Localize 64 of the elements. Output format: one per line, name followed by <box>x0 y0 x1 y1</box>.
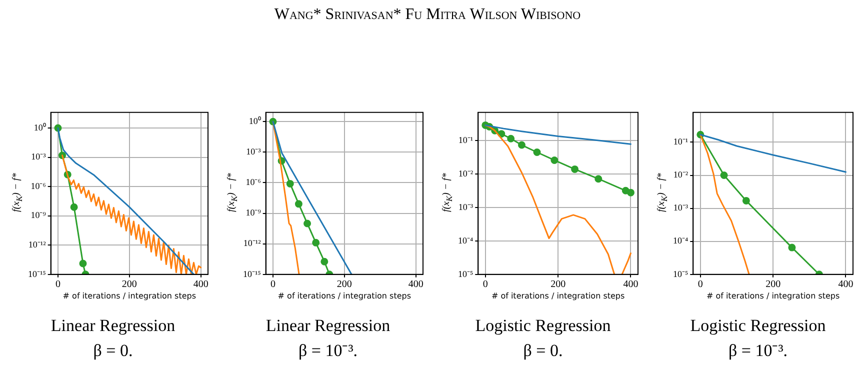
point <box>320 258 328 266</box>
x-tick-label: 0 <box>270 279 276 290</box>
x-tick-label: 200 <box>550 279 566 290</box>
y-tick-label: 10⁻³ <box>673 202 688 213</box>
x-tick-label: 200 <box>766 279 781 290</box>
point <box>533 148 541 156</box>
y-tick-label: 10⁻⁵ <box>672 268 688 279</box>
text: Logistic Regression <box>474 315 612 337</box>
point <box>518 141 526 149</box>
point <box>286 180 294 188</box>
y-tick-label: 10⁰ <box>34 122 46 132</box>
x-axis-title: # of iterations / integration steps <box>491 291 625 300</box>
point <box>626 188 634 196</box>
x-tick-label: 400 <box>623 279 638 290</box>
x-tick-label: 400 <box>408 279 424 290</box>
x-tick-label: 400 <box>193 279 208 290</box>
point <box>70 203 78 211</box>
text: Linear Regression <box>50 315 176 337</box>
y-tick-label: 10⁻¹⁵ <box>28 268 46 279</box>
point <box>571 165 579 173</box>
text: Linear Regression <box>264 315 392 337</box>
point <box>788 244 796 252</box>
text: Logistic Regression <box>689 315 827 337</box>
text: β = 10⁻³. <box>727 340 789 362</box>
x-tick-label: 0 <box>482 279 488 290</box>
y-tick-label: 10⁻¹ <box>458 135 474 146</box>
text: β = 0. <box>92 340 134 362</box>
x-axis-title: # of iterations / integration steps <box>278 291 412 300</box>
y-tick-label: 10⁻¹ <box>673 136 688 147</box>
x-axis-title: # of iterations / integration steps <box>706 291 840 300</box>
point <box>312 238 320 246</box>
point <box>79 260 87 268</box>
point <box>304 220 312 228</box>
y-tick-label: 10⁻⁴ <box>672 236 688 246</box>
point <box>507 134 515 142</box>
x-tick-label: 0 <box>55 279 60 290</box>
y-tick-label: 10⁻⁶ <box>30 180 46 191</box>
y-tick-label: 10⁻⁶ <box>246 177 261 188</box>
y-tick-label: 10⁻¹² <box>28 239 46 250</box>
y-tick-label: 10⁰ <box>248 116 261 126</box>
x-axis-title: # of iterations / integration steps <box>62 291 196 300</box>
point <box>742 196 750 204</box>
x-tick-label: 200 <box>336 279 352 290</box>
y-tick-label: 10⁻³ <box>458 202 474 212</box>
text: β = 10⁻³. <box>297 340 359 362</box>
point <box>720 172 728 180</box>
x-tick-label: 400 <box>838 279 854 290</box>
x-tick-label: 0 <box>698 279 703 290</box>
point <box>550 156 558 164</box>
y-tick-label: 10⁻³ <box>246 146 262 157</box>
y-tick-label: 10⁻⁴ <box>458 235 474 246</box>
text: β = 0. <box>522 340 564 362</box>
y-tick-label: 10⁻¹⁵ <box>242 268 261 279</box>
y-tick-label: 10⁻² <box>458 168 474 178</box>
text: Wang* Srinivasan* Fu Mitra Wilson Wibisono <box>273 6 582 24</box>
point <box>294 200 302 208</box>
y-tick-label: 10⁻¹² <box>243 238 262 248</box>
x-tick-label: 200 <box>122 279 137 290</box>
y-tick-label: 10⁻⁹ <box>246 208 261 218</box>
point <box>594 175 602 183</box>
y-tick-label: 10⁻³ <box>31 152 46 162</box>
y-tick-label: 10⁻⁹ <box>30 210 46 220</box>
y-tick-label: 10⁻² <box>673 170 688 180</box>
y-tick-label: 10⁻⁵ <box>458 268 474 279</box>
